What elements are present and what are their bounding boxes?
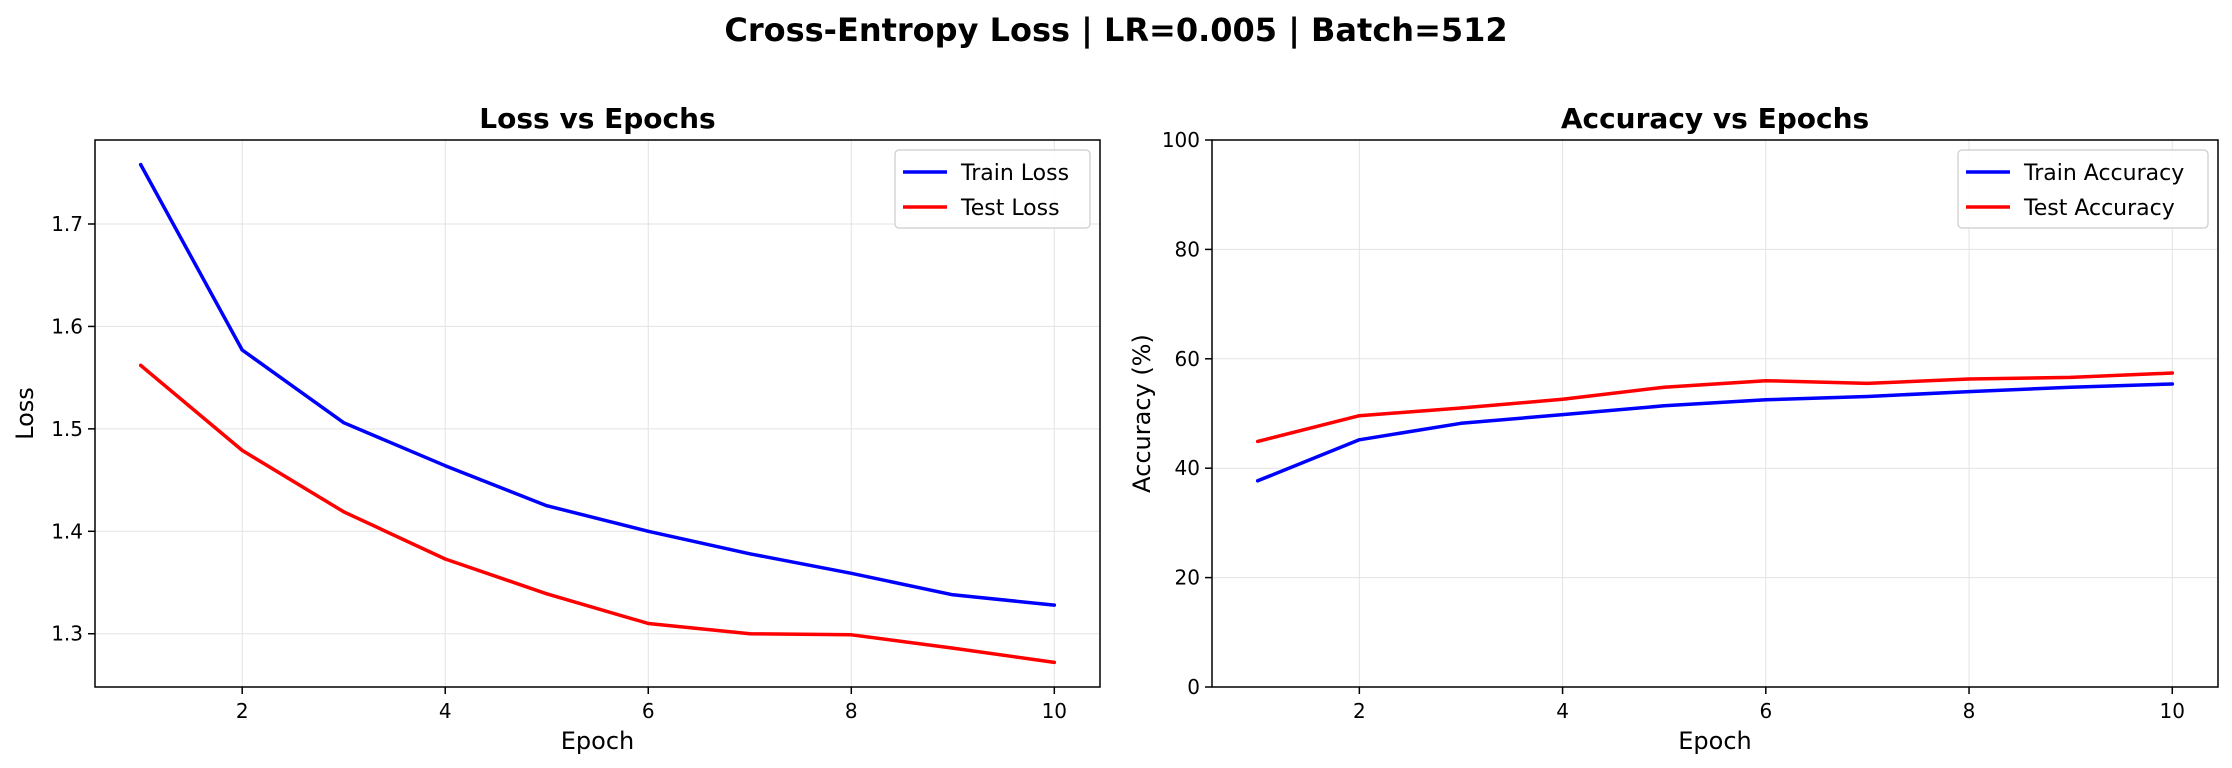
accuracy-data-point — [2069, 375, 2073, 379]
loss-ytick-label: 1.4 — [51, 519, 83, 543]
accuracy-data-point — [1256, 479, 1260, 483]
accuracy-data-point — [2170, 371, 2174, 375]
loss-series-line-2 — [138, 363, 1057, 665]
accuracy-xtick-label: 10 — [2160, 699, 2185, 723]
loss-xtick-label: 4 — [439, 699, 452, 723]
loss-xtick-label: 10 — [1042, 699, 1067, 723]
loss-data-point — [748, 632, 752, 636]
loss-axes-frame — [94, 139, 1101, 688]
loss-data-point — [748, 552, 752, 556]
loss-data-point — [443, 464, 447, 468]
accuracy-data-point — [1357, 414, 1361, 418]
loss-data-point — [545, 592, 549, 596]
loss-xtick-label: 6 — [642, 699, 655, 723]
loss-ytick-label: 1.5 — [51, 417, 83, 441]
accuracy-data-point — [2170, 382, 2174, 386]
loss-data-point — [240, 448, 244, 452]
loss-data-point — [951, 646, 955, 650]
accuracy-xtick-label: 8 — [1963, 699, 1976, 723]
accuracy-data-point — [1967, 390, 1971, 394]
loss-chart: 2 4 6 8 10 1.3 1.4 1.5 1.6 1.7 Loss vs Epochs Epoch… — [11, 102, 1101, 755]
accuracy-legend-label: Test Accuracy — [2023, 196, 2175, 221]
accuracy-data-point — [1560, 397, 1565, 401]
loss-series-line-1 — [138, 162, 1057, 607]
accuracy-ytick-label: 0 — [1187, 675, 1200, 699]
accuracy-data-point — [1357, 438, 1361, 442]
loss-ytick-label: 1.3 — [51, 622, 83, 646]
accuracy-data-point — [1764, 398, 1768, 402]
accuracy-axes-frame — [1211, 139, 2219, 688]
accuracy-xtick-label: 6 — [1759, 699, 1772, 723]
loss-legend-label: Test Loss — [960, 196, 1060, 221]
accuracy-data-point — [1865, 381, 1870, 386]
accuracy-data-point — [1662, 404, 1666, 408]
loss-data-point — [139, 162, 143, 167]
accuracy-legend-label: Train Accuracy — [2023, 161, 2184, 186]
loss-data-point — [545, 504, 549, 508]
accuracy-ytick-label: 20 — [1175, 566, 1200, 590]
accuracy-chart-title: Accuracy vs Epochs — [1561, 102, 1869, 135]
accuracy-ytick-label: 60 — [1175, 347, 1200, 371]
accuracy-y-axis-label: Accuracy (%) — [1128, 334, 1156, 493]
accuracy-xtick-label: 2 — [1353, 699, 1366, 723]
accuracy-data-point — [1865, 394, 1870, 399]
loss-xtick-label: 2 — [236, 699, 249, 723]
loss-data-point — [849, 633, 853, 637]
loss-data-point — [646, 621, 650, 626]
accuracy-data-point — [1967, 377, 1971, 381]
loss-chart-title: Loss vs Epochs — [479, 102, 715, 135]
accuracy-data-point — [1459, 421, 1463, 425]
accuracy-series-line-1 — [1255, 382, 2175, 483]
accuracy-data-point — [1662, 385, 1666, 389]
loss-xtick-label: 8 — [845, 699, 858, 723]
accuracy-data-point — [1459, 406, 1463, 410]
loss-data-point — [951, 593, 955, 597]
loss-legend-label: Train Loss — [960, 161, 1069, 186]
loss-data-point — [139, 363, 143, 367]
loss-data-point — [443, 557, 447, 561]
loss-data-point — [342, 421, 346, 425]
loss-data-point — [646, 529, 650, 533]
loss-data-point — [342, 510, 346, 514]
loss-ytick-label: 1.6 — [51, 314, 83, 338]
accuracy-data-point — [1256, 439, 1260, 443]
loss-data-point — [1052, 660, 1056, 665]
accuracy-x-axis-label: Epoch — [1678, 727, 1752, 755]
accuracy-ytick-label: 40 — [1175, 456, 1200, 480]
accuracy-legend: Train Accuracy Test Accuracy — [1957, 149, 2209, 229]
accuracy-legend-box — [1957, 149, 2209, 229]
loss-ytick-label: 1.7 — [51, 212, 83, 236]
accuracy-xtick-label: 4 — [1556, 699, 1569, 723]
loss-y-axis-label: Loss — [11, 387, 39, 440]
figure-title: Cross-Entropy Loss | LR=0.005 | Batch=51… — [724, 11, 1508, 49]
accuracy-data-point — [1560, 412, 1565, 417]
accuracy-ytick-label: 80 — [1175, 237, 1200, 261]
loss-data-point — [1052, 603, 1056, 607]
loss-data-point — [240, 348, 244, 352]
accuracy-data-point — [2069, 385, 2073, 389]
loss-legend: Train Loss Test Loss — [894, 149, 1091, 229]
accuracy-data-point — [1764, 379, 1768, 383]
loss-data-point — [849, 571, 853, 575]
loss-x-axis-label: Epoch — [561, 727, 635, 755]
accuracy-series-line-2 — [1255, 371, 2175, 444]
accuracy-ytick-label: 100 — [1162, 128, 1200, 152]
